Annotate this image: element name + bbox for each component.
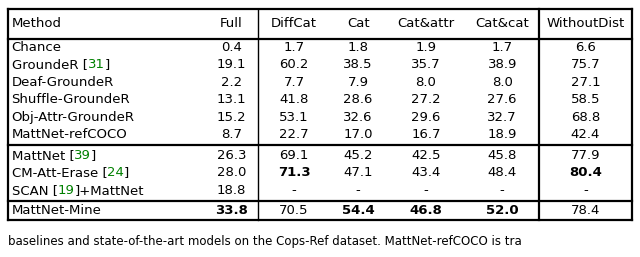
Text: 1.8: 1.8 (348, 41, 369, 54)
Text: -: - (292, 184, 296, 197)
Text: 15.2: 15.2 (217, 111, 246, 124)
Text: 41.8: 41.8 (279, 93, 308, 106)
Text: MattNet-Mine: MattNet-Mine (12, 205, 101, 217)
Text: 18.9: 18.9 (488, 128, 517, 141)
Text: 42.5: 42.5 (411, 149, 440, 162)
Text: 48.4: 48.4 (488, 166, 517, 179)
Text: 7.7: 7.7 (284, 76, 305, 89)
Text: 17.0: 17.0 (344, 128, 373, 141)
Text: 27.6: 27.6 (488, 93, 517, 106)
Text: 0.4: 0.4 (221, 41, 242, 54)
Text: Cat: Cat (347, 17, 369, 30)
Text: -: - (356, 184, 360, 197)
Text: Cat&attr: Cat&attr (397, 17, 454, 30)
Text: ]: ] (124, 166, 129, 179)
Text: 52.0: 52.0 (486, 205, 518, 217)
Text: 53.1: 53.1 (279, 111, 308, 124)
Text: 71.3: 71.3 (278, 166, 310, 179)
Text: MattNet-refCOCO: MattNet-refCOCO (12, 128, 127, 141)
Text: ]: ] (91, 149, 97, 162)
Text: 60.2: 60.2 (279, 58, 308, 71)
Text: 19.1: 19.1 (217, 58, 246, 71)
Text: 13.1: 13.1 (217, 93, 246, 106)
Text: Full: Full (220, 17, 243, 30)
Text: 47.1: 47.1 (344, 166, 373, 179)
Text: 29.6: 29.6 (411, 111, 440, 124)
Text: 54.4: 54.4 (342, 205, 374, 217)
Text: Obj-Attr-GroundeR: Obj-Attr-GroundeR (12, 111, 134, 124)
Text: 26.3: 26.3 (217, 149, 246, 162)
Text: Shuffle-GroundeR: Shuffle-GroundeR (12, 93, 130, 106)
Text: ]+MattNet: ]+MattNet (74, 184, 144, 197)
Text: 31: 31 (88, 58, 104, 71)
Text: -: - (583, 184, 588, 197)
Text: -: - (500, 184, 504, 197)
Text: MattNet [: MattNet [ (12, 149, 74, 162)
Text: Method: Method (12, 17, 61, 30)
Text: Cat&cat: Cat&cat (476, 17, 529, 30)
Text: 68.8: 68.8 (571, 111, 600, 124)
Text: 45.8: 45.8 (488, 149, 517, 162)
Text: 70.5: 70.5 (279, 205, 308, 217)
Text: 8.0: 8.0 (415, 76, 436, 89)
Text: GroundeR [: GroundeR [ (12, 58, 88, 71)
Text: 78.4: 78.4 (571, 205, 600, 217)
Text: ]: ] (104, 58, 110, 71)
Text: 45.2: 45.2 (344, 149, 373, 162)
Text: 18.8: 18.8 (217, 184, 246, 197)
Text: WithoutDist: WithoutDist (547, 17, 625, 30)
Text: 28.6: 28.6 (344, 93, 373, 106)
Text: 28.0: 28.0 (217, 166, 246, 179)
Text: 69.1: 69.1 (279, 149, 308, 162)
Text: 2.2: 2.2 (221, 76, 242, 89)
Text: 8.7: 8.7 (221, 128, 242, 141)
Text: 32.6: 32.6 (344, 111, 373, 124)
Text: 19: 19 (58, 184, 74, 197)
Text: Chance: Chance (12, 41, 61, 54)
Text: Deaf-GroundeR: Deaf-GroundeR (12, 76, 114, 89)
Text: 6.6: 6.6 (575, 41, 596, 54)
Text: -: - (424, 184, 428, 197)
Text: 8.0: 8.0 (492, 76, 513, 89)
Text: 38.5: 38.5 (344, 58, 373, 71)
Text: SCAN [: SCAN [ (12, 184, 58, 197)
Text: 58.5: 58.5 (571, 93, 600, 106)
Text: 80.4: 80.4 (569, 166, 602, 179)
Text: 16.7: 16.7 (411, 128, 440, 141)
Text: 27.2: 27.2 (411, 93, 441, 106)
Text: 33.8: 33.8 (215, 205, 248, 217)
Text: 22.7: 22.7 (279, 128, 308, 141)
Text: 1.7: 1.7 (284, 41, 305, 54)
Text: 35.7: 35.7 (411, 58, 441, 71)
Text: 39: 39 (74, 149, 91, 162)
Text: 1.9: 1.9 (415, 41, 436, 54)
Text: 24: 24 (108, 166, 124, 179)
Text: 1.7: 1.7 (492, 41, 513, 54)
Text: 42.4: 42.4 (571, 128, 600, 141)
Text: DiffCat: DiffCat (271, 17, 317, 30)
Text: 7.9: 7.9 (348, 76, 369, 89)
Text: 46.8: 46.8 (410, 205, 442, 217)
Text: 38.9: 38.9 (488, 58, 517, 71)
Text: 43.4: 43.4 (411, 166, 440, 179)
Text: CM-Att-Erase [: CM-Att-Erase [ (12, 166, 108, 179)
Text: 77.9: 77.9 (571, 149, 600, 162)
Text: baselines and state-of-the-art models on the Cops-Ref dataset. MattNet-refCOCO i: baselines and state-of-the-art models on… (8, 235, 522, 248)
Text: 32.7: 32.7 (488, 111, 517, 124)
Text: 75.7: 75.7 (571, 58, 600, 71)
Text: 27.1: 27.1 (571, 76, 600, 89)
